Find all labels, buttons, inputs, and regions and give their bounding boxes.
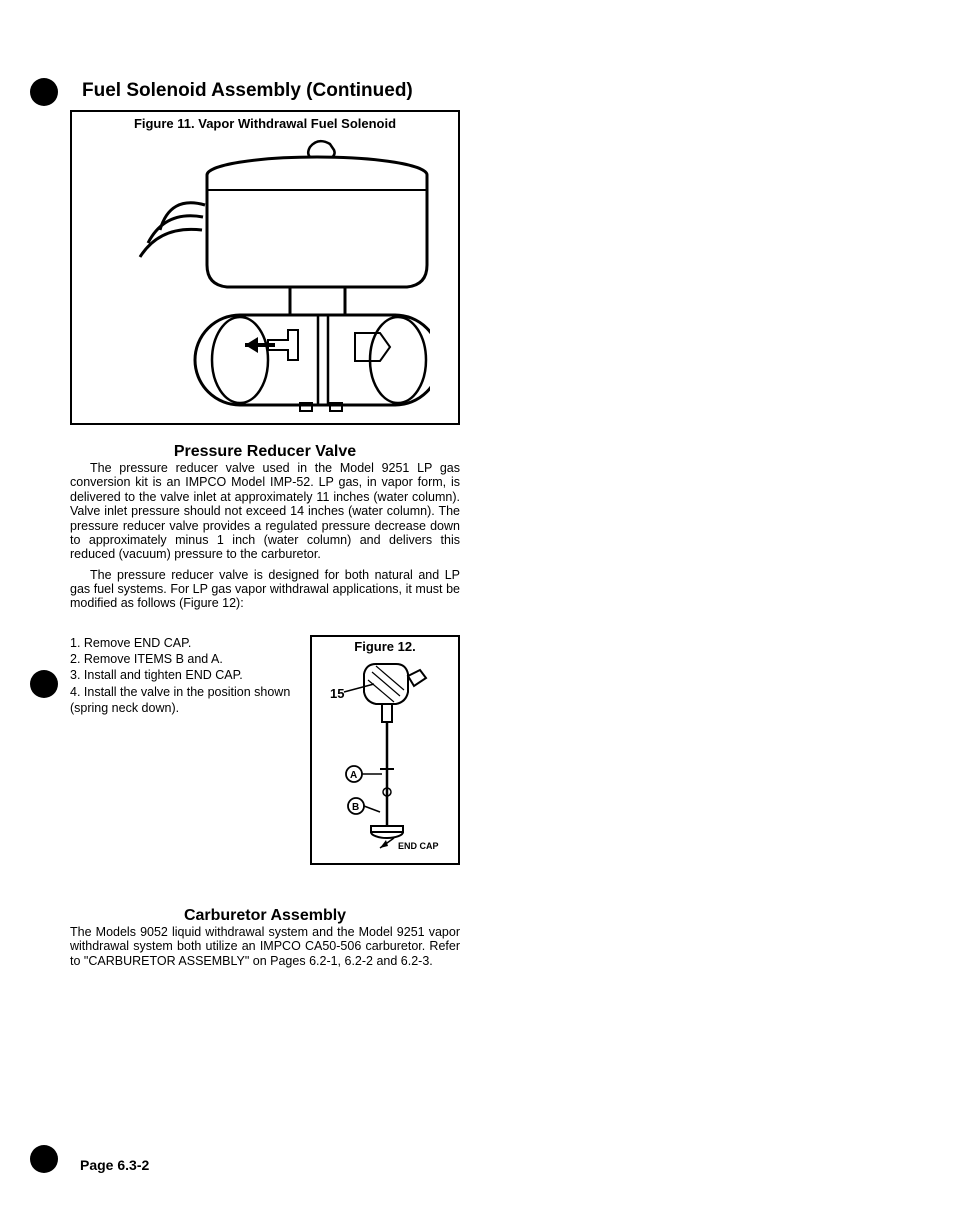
carburetor-section: Carburetor Assembly The Models 9052 liqu… [70, 907, 460, 968]
content-column: Figure 11. Vapor Withdrawal Fuel Solenoi… [70, 110, 460, 968]
punch-hole-icon [30, 670, 58, 698]
figure-12-box: Figure 12. 15 [310, 635, 460, 865]
figure-11-box: Figure 11. Vapor Withdrawal Fuel Solenoi… [70, 110, 460, 425]
punch-hole-icon [30, 78, 58, 106]
step-item: 2. Remove ITEMS B and A. [70, 651, 300, 667]
carburetor-para: The Models 9052 liquid withdrawal system… [70, 925, 460, 968]
vapor-solenoid-diagram-icon [100, 135, 430, 415]
modification-steps: 1. Remove END CAP. 2. Remove ITEMS B and… [70, 635, 300, 716]
page-number: Page 6.3-2 [80, 1157, 149, 1173]
step-item: 4. Install the valve in the position sho… [70, 684, 300, 717]
punch-hole-icon [30, 1145, 58, 1173]
step-item: 1. Remove END CAP. [70, 635, 300, 651]
step-item: 3. Install and tighten END CAP. [70, 667, 300, 683]
pressure-reducer-para2: The pressure reducer valve is designed f… [70, 568, 460, 611]
pressure-reducer-diagram-icon: 15 A B [316, 654, 456, 854]
figure-11-caption: Figure 11. Vapor Withdrawal Fuel Solenoi… [80, 116, 450, 131]
carburetor-heading: Carburetor Assembly [70, 907, 460, 925]
steps-and-figure12-row: 1. Remove END CAP. 2. Remove ITEMS B and… [70, 635, 460, 865]
label-15: 15 [330, 686, 344, 701]
pressure-reducer-heading: Pressure Reducer Valve [70, 443, 460, 461]
figure-12-caption: Figure 12. [316, 639, 454, 654]
label-a: A [350, 770, 357, 781]
end-cap-label: END CAP [398, 841, 439, 851]
label-b: B [352, 802, 359, 813]
page-container: Fuel Solenoid Assembly (Continued) Figur… [0, 0, 954, 1228]
pressure-reducer-para1: The pressure reducer valve used in the M… [70, 461, 460, 562]
page-title: Fuel Solenoid Assembly (Continued) [82, 80, 894, 102]
